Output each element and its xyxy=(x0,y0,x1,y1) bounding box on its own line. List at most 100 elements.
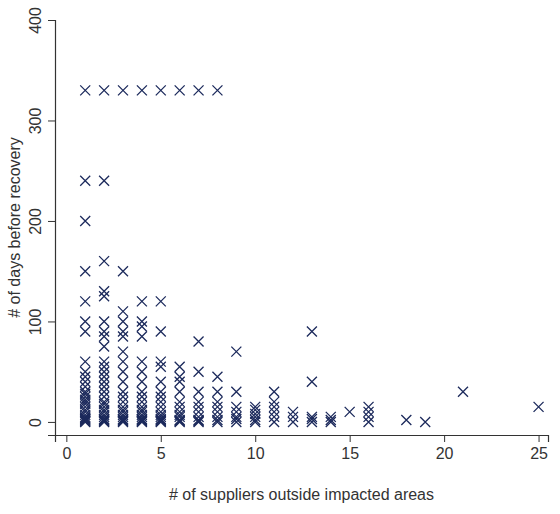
point xyxy=(99,397,109,407)
x-tick-mark xyxy=(66,435,67,442)
y-tick: 200 xyxy=(27,208,55,235)
x-tick: 15 xyxy=(341,435,359,462)
point xyxy=(118,327,128,337)
x-axis-title: # of suppliers outside impacted areas xyxy=(169,486,434,503)
point xyxy=(80,397,90,407)
point xyxy=(137,357,147,367)
point xyxy=(137,316,147,326)
point xyxy=(118,347,128,357)
point xyxy=(156,387,166,397)
y-axis: 0100200300400 xyxy=(27,7,56,435)
y-tick: 0 xyxy=(27,418,55,427)
point xyxy=(137,377,147,387)
point xyxy=(175,407,185,417)
y-tick-label: 100 xyxy=(27,309,44,336)
point xyxy=(194,402,204,412)
x-tick-label: 0 xyxy=(62,445,71,462)
point xyxy=(364,407,374,417)
point xyxy=(156,397,166,407)
point xyxy=(99,256,109,266)
point xyxy=(231,387,241,397)
point xyxy=(175,372,185,382)
point xyxy=(99,367,109,377)
x-tick-mark xyxy=(539,435,540,442)
point xyxy=(99,357,109,367)
point xyxy=(269,407,279,417)
point xyxy=(118,85,128,95)
point xyxy=(137,402,147,412)
point xyxy=(137,392,147,402)
point xyxy=(288,412,298,422)
point xyxy=(80,85,90,95)
point xyxy=(231,347,241,357)
point xyxy=(534,402,544,412)
point xyxy=(118,407,128,417)
point xyxy=(156,407,166,417)
point xyxy=(99,327,109,337)
point xyxy=(118,332,128,342)
point xyxy=(137,397,147,407)
point xyxy=(269,387,279,397)
point xyxy=(156,412,166,422)
point xyxy=(118,367,128,377)
point xyxy=(118,377,128,387)
point xyxy=(194,367,204,377)
point xyxy=(307,412,317,422)
point xyxy=(156,392,166,402)
point xyxy=(137,296,147,306)
point xyxy=(99,387,109,397)
point xyxy=(269,417,279,427)
x-tick: 5 xyxy=(157,435,166,462)
point xyxy=(118,402,128,412)
point xyxy=(288,407,298,417)
x-tick-mark xyxy=(161,435,162,442)
point xyxy=(212,402,222,412)
point xyxy=(250,402,260,412)
y-tick: 100 xyxy=(27,309,55,336)
point xyxy=(288,417,298,427)
point xyxy=(175,412,185,422)
point xyxy=(307,377,317,387)
point xyxy=(99,342,109,352)
point xyxy=(156,85,166,95)
point xyxy=(99,407,109,417)
point xyxy=(99,316,109,326)
x-tick-mark xyxy=(255,435,256,442)
point xyxy=(194,417,204,427)
y-axis-title: # of days before recovery xyxy=(6,137,23,318)
y-tick-mark xyxy=(48,20,55,21)
point xyxy=(137,367,147,377)
point xyxy=(80,316,90,326)
point xyxy=(212,387,222,397)
y-tick-label: 200 xyxy=(27,208,44,235)
point xyxy=(326,417,336,427)
point xyxy=(326,412,336,422)
point xyxy=(194,412,204,422)
point xyxy=(156,296,166,306)
point xyxy=(118,316,128,326)
point xyxy=(118,387,128,397)
point xyxy=(364,417,374,427)
point xyxy=(99,372,109,382)
point xyxy=(118,357,128,367)
y-tick: 300 xyxy=(27,108,55,135)
x-tick: 25 xyxy=(530,435,548,462)
point xyxy=(231,402,241,412)
point xyxy=(80,382,90,392)
point xyxy=(99,362,109,372)
point xyxy=(99,286,109,296)
point xyxy=(80,377,90,387)
point xyxy=(212,412,222,422)
point xyxy=(80,296,90,306)
x-tick-label: 5 xyxy=(157,445,166,462)
point xyxy=(175,85,185,95)
point xyxy=(99,377,109,387)
point xyxy=(156,362,166,372)
point xyxy=(269,397,279,407)
x-tick-mark xyxy=(350,435,351,442)
point xyxy=(137,85,147,95)
x-tick: 20 xyxy=(436,435,454,462)
point xyxy=(194,85,204,95)
point xyxy=(99,291,109,301)
point xyxy=(269,412,279,422)
